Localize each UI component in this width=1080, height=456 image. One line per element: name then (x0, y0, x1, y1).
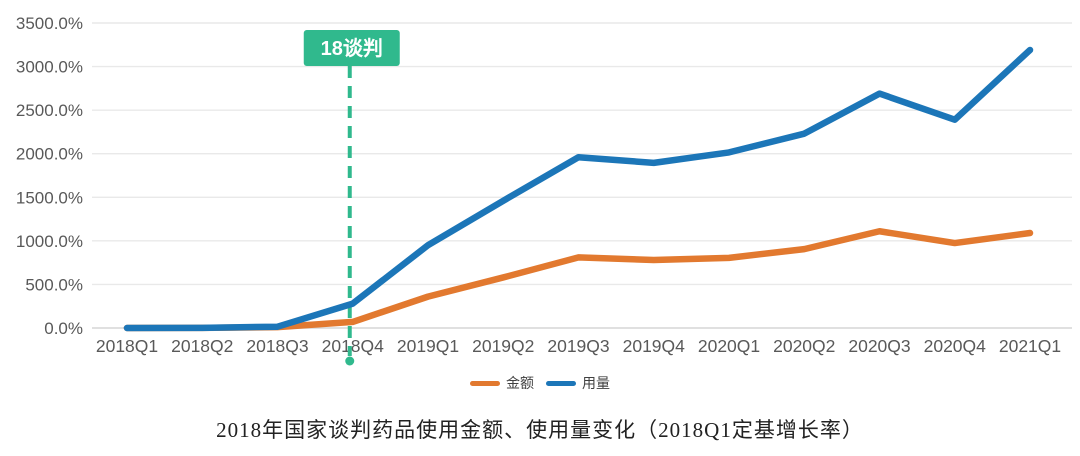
legend-item-volume: 用量 (546, 373, 610, 393)
legend-label-volume: 用量 (582, 375, 610, 391)
series-line-volume (123, 46, 1034, 332)
y-axis-tick-label: 0.0% (44, 319, 83, 338)
x-axis-tick-label: 2019Q2 (472, 336, 534, 356)
series-line-amount (123, 228, 1034, 332)
x-axis-tick-label: 2020Q1 (698, 336, 760, 356)
y-axis-tick-label: 3000.0% (16, 58, 83, 77)
y-axis-tick-label: 2500.0% (16, 101, 83, 120)
annotation-label: 18谈判 (321, 36, 383, 60)
y-axis-tick-label: 3500.0% (16, 14, 83, 33)
chart-legend: 金额 用量 (0, 372, 1080, 394)
chart-caption: 2018年国家谈判药品使用金额、使用量变化（2018Q1定基增长率） (216, 418, 864, 442)
x-axis-tick-label: 2018Q3 (246, 336, 308, 356)
legend-item-amount: 金额 (470, 373, 534, 393)
y-axis-tick-label: 1000.0% (16, 232, 83, 251)
x-axis-tick-label: 2021Q1 (999, 336, 1061, 356)
legend-marker-amount (470, 380, 500, 386)
x-axis-tick-label: 2020Q3 (848, 336, 910, 356)
line-chart: 0.0% 500.0% 1000.0% 1500.0% 2000.0% 2500.0% 30… (16, 14, 1072, 366)
y-axis-tick-label: 1500.0% (16, 188, 83, 207)
x-axis-tick-label: 2020Q2 (773, 336, 835, 356)
annotation-dot (345, 356, 355, 366)
y-axis-tick-label: 2000.0% (16, 145, 83, 164)
annotation-box (303, 30, 400, 66)
y-axis-tick-label: 500.0% (25, 275, 83, 294)
legend-label-amount: 金额 (506, 375, 534, 391)
x-axis-tick-label: 2019Q3 (547, 336, 609, 356)
x-axis-tick-label: 2019Q1 (397, 336, 459, 356)
legend-marker-volume (546, 380, 576, 386)
x-axis-tick-label: 2020Q4 (924, 336, 987, 356)
x-axis-tick-label: 2019Q4 (623, 336, 686, 356)
x-axis-tick-label: 2018Q2 (171, 336, 233, 356)
x-axis-tick-label: 2018Q1 (96, 336, 158, 356)
x-axis-tick-label: 2018Q4 (322, 336, 385, 356)
